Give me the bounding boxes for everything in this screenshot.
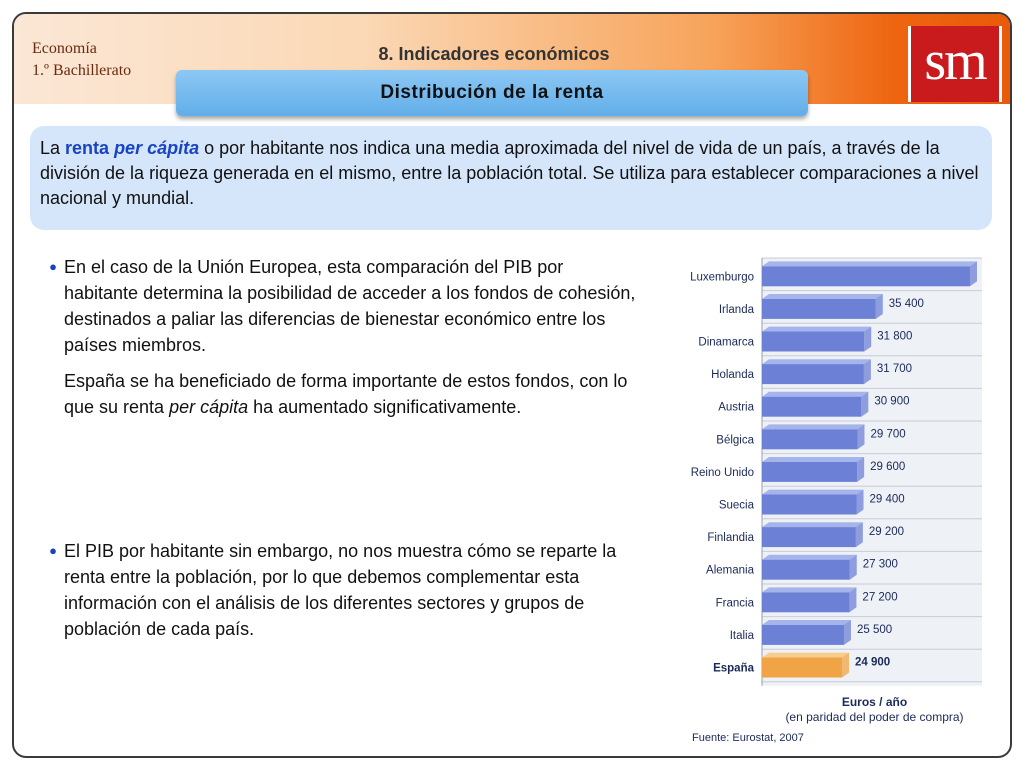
course-subject: Economía xyxy=(32,40,97,57)
category-label: Reino Unido xyxy=(691,467,754,479)
bar-top-face xyxy=(762,457,865,462)
value-label: 30 900 xyxy=(874,396,909,408)
value-label: 24 900 xyxy=(855,657,890,669)
bullet-distribution-text: ● El PIB por habitante sin embargo, no no… xyxy=(42,538,642,642)
value-label: 29 400 xyxy=(870,494,905,506)
bar-side-face xyxy=(857,424,865,450)
bar-top-face xyxy=(762,620,851,625)
bullet-eu-funds: ● En el caso de la Unión Europea, esta co… xyxy=(42,254,642,420)
unit-title: 8. Indicadores económicos xyxy=(378,44,610,64)
intro-box: La renta per cápita o por habitante nos … xyxy=(30,126,992,230)
value-label: 35 400 xyxy=(889,298,924,310)
spain-text-italic: per cápita xyxy=(169,397,249,417)
bar-side-face xyxy=(861,391,869,417)
bullet-distribution: ● El PIB por habitante sin embargo, no no… xyxy=(42,538,642,642)
value-label: 29 700 xyxy=(870,428,905,440)
course-label: Economía 1.º Bachillerato xyxy=(32,38,131,82)
gdp-per-capita-chart: Luxemburgo64 700Irlanda35 400Dinamarca31… xyxy=(662,244,982,754)
bar-side-face xyxy=(842,652,850,678)
value-label: 31 700 xyxy=(877,363,912,375)
bar-top-face xyxy=(762,489,864,495)
category-label: Italia xyxy=(730,630,755,642)
bar-side-face xyxy=(849,554,857,580)
bullet-eu-funds-text: ● En el caso de la Unión Europea, esta co… xyxy=(42,254,642,358)
bar xyxy=(762,494,857,515)
bar-top-face xyxy=(762,391,869,397)
bar xyxy=(762,331,865,352)
bar xyxy=(762,527,856,548)
value-label: 31 800 xyxy=(877,331,912,343)
bar-side-face xyxy=(857,457,865,482)
bar-side-face xyxy=(855,522,863,548)
slide-frame: Economía 1.º Bachillerato 8. Indicadores… xyxy=(12,12,1012,758)
bar-side-face xyxy=(849,587,857,613)
intro-keyword-renta: renta xyxy=(65,138,115,158)
category-label: Alemania xyxy=(706,565,755,577)
x-axis-subtitle: (en paridad del poder de compra) xyxy=(785,710,963,724)
value-label: 25 500 xyxy=(857,624,892,636)
category-label: Luxemburgo xyxy=(690,271,754,283)
bar-side-face xyxy=(863,359,871,385)
spain-text-a: España se ha beneficiado de forma import… xyxy=(64,371,628,417)
value-label: 27 200 xyxy=(862,591,897,603)
bar-top-face xyxy=(762,522,863,528)
section-subtitle: Distribución de la renta xyxy=(176,70,808,116)
category-label: Bélgica xyxy=(716,434,754,446)
logo-text: sm xyxy=(924,30,987,92)
category-label: Dinamarca xyxy=(698,337,754,349)
category-label: Irlanda xyxy=(719,304,755,316)
bar-top-face xyxy=(762,587,857,593)
category-label: Holanda xyxy=(711,369,754,381)
bar xyxy=(762,657,843,678)
bullet-dot-icon: ● xyxy=(49,259,57,274)
category-label: España xyxy=(713,663,755,675)
intro-text: o por habitante nos indica una media apr… xyxy=(40,138,979,208)
bar-side-face xyxy=(843,620,851,645)
chart-svg: Luxemburgo64 700Irlanda35 400Dinamarca31… xyxy=(690,257,982,744)
value-label: 29 200 xyxy=(869,526,904,538)
bar-top-face xyxy=(762,652,850,658)
bar xyxy=(762,396,862,417)
bar-top-face xyxy=(762,554,857,560)
bar-side-face xyxy=(875,294,883,319)
bullet-spain-paragraph: España se ha beneficiado de forma import… xyxy=(42,368,642,420)
sm-logo: sm xyxy=(908,26,1002,102)
intro-keyword-per-capita: per cápita xyxy=(114,138,200,158)
bar xyxy=(762,624,844,645)
bar-side-face xyxy=(969,261,977,287)
bullet-eu-funds-label: En el caso de la Unión Europea, esta com… xyxy=(64,257,636,355)
bar-top-face xyxy=(762,294,883,299)
bar-top-face xyxy=(762,424,865,430)
bar xyxy=(762,559,850,580)
bar xyxy=(762,266,970,287)
bar-side-face xyxy=(864,326,872,352)
spain-text-b: ha aumentado significativamente. xyxy=(248,397,522,417)
category-label: Austria xyxy=(718,402,754,414)
bullet-distribution-label: El PIB por habitante sin embargo, no nos… xyxy=(64,541,617,639)
chart-source: Fuente: Eurostat, 2007 xyxy=(692,732,804,744)
bar xyxy=(762,592,850,613)
intro-prefix: La xyxy=(40,138,66,158)
bar-side-face xyxy=(856,489,864,515)
bar-top-face xyxy=(762,359,871,365)
category-label: Finlandia xyxy=(707,532,754,544)
bar xyxy=(762,461,858,482)
bullet-dot-icon: ● xyxy=(49,543,57,558)
x-axis-title: Euros / año xyxy=(842,695,907,709)
bar xyxy=(762,364,864,385)
bar xyxy=(762,429,858,450)
category-label: Francia xyxy=(716,597,755,609)
value-label: 27 300 xyxy=(863,559,898,571)
category-label: Suecia xyxy=(719,500,755,512)
bar xyxy=(762,298,876,319)
bar-top-face xyxy=(762,261,977,267)
course-level: 1.º Bachillerato xyxy=(32,62,132,79)
value-label: 29 600 xyxy=(870,461,905,473)
bar-top-face xyxy=(762,326,872,332)
